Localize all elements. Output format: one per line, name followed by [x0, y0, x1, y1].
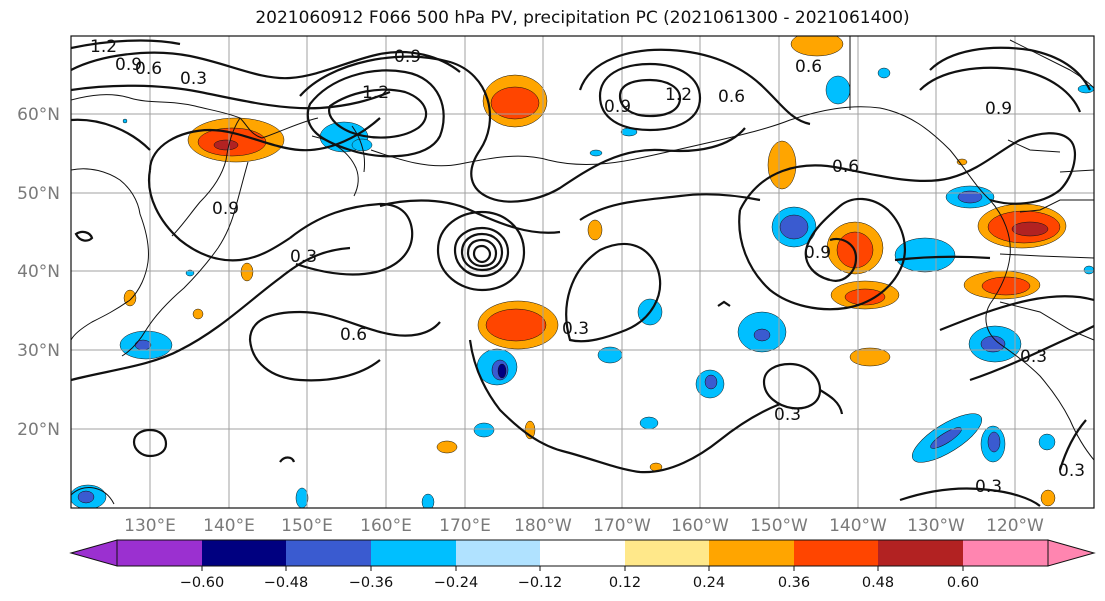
colorbar-frame	[116, 539, 1049, 567]
contour-label: 0.9	[115, 55, 142, 75]
contour-labels: 1.2 0.9 0.6 0.3 1.2 0.9 1.2 0.9 0.6 0.6 …	[90, 37, 1085, 497]
colorbar-label: −0.60	[180, 575, 224, 591]
colorbar-label: −0.12	[518, 575, 562, 591]
contour-label: 0.9	[394, 47, 421, 67]
colorbar-bin	[540, 540, 626, 566]
lon-label: 150°E	[281, 516, 333, 536]
colorbar-extend-right	[1047, 539, 1096, 567]
lon-label: 120°W	[986, 516, 1044, 536]
colorbar-label: 0.48	[862, 575, 894, 591]
contour-label: 0.3	[290, 247, 317, 267]
latitude-labels: 60°N 50°N 40°N 30°N 20°N	[17, 105, 60, 440]
contour-label: 0.6	[795, 57, 822, 77]
colorbar-bin	[202, 540, 287, 566]
contour-label: 0.3	[180, 69, 207, 89]
colorbar-bin	[963, 540, 1049, 566]
map-panel: 1.2 0.9 0.6 0.3 1.2 0.9 1.2 0.9 0.6 0.6 …	[70, 35, 1095, 509]
contour-label: 0.3	[1058, 461, 1085, 481]
colorbar-bin	[709, 540, 795, 566]
contour-label: 0.6	[718, 87, 745, 107]
map-frame	[70, 35, 1095, 509]
contour-label: 0.9	[804, 243, 831, 263]
lat-label: 50°N	[17, 184, 60, 204]
lon-label: 150°W	[750, 516, 808, 536]
lon-label: 180°W	[514, 516, 572, 536]
lon-label: 160°W	[671, 516, 729, 536]
contour-label: 0.6	[135, 59, 162, 79]
lat-label: 20°N	[17, 420, 60, 440]
colorbar-label: 0.24	[693, 575, 725, 591]
lat-label: 30°N	[17, 341, 60, 361]
colorbar-label: −0.48	[264, 575, 308, 591]
lon-label: 160°E	[360, 516, 412, 536]
lon-label: 130°E	[124, 516, 176, 536]
contour-label: 1.2	[90, 37, 117, 57]
contour-label: 0.3	[1020, 347, 1047, 367]
colorbar: −0.60 −0.48 −0.36 −0.24 −0.12 0.12 0.24 …	[69, 539, 1096, 591]
coastlines	[71, 36, 1094, 505]
map-title: 2021060912 F066 500 hPa PV, precipitatio…	[255, 8, 910, 28]
lon-label: 170°W	[593, 516, 651, 536]
contour-label: 0.9	[604, 97, 631, 117]
lon-label: 130°W	[907, 516, 965, 536]
longitude-labels: 130°E 140°E 150°E 160°E 170°E 180°W 170°…	[124, 516, 1044, 536]
contour-label: 0.3	[562, 319, 589, 339]
colorbar-bin	[286, 540, 372, 566]
pv-contours	[71, 39, 1094, 507]
colorbar-label: 0.36	[778, 575, 810, 591]
colorbar-label: 0.60	[947, 575, 979, 591]
contour-label: 1.2	[665, 85, 692, 105]
lon-label: 170°E	[439, 516, 491, 536]
lat-label: 60°N	[17, 105, 60, 125]
colorbar-bin	[117, 540, 203, 566]
graticule	[71, 36, 1094, 508]
contour-label: 0.6	[340, 325, 367, 345]
colorbar-bin	[878, 540, 964, 566]
lat-label: 40°N	[17, 262, 60, 282]
contour-label: 0.3	[975, 477, 1002, 497]
colorbar-extend-left	[69, 539, 118, 567]
contour-label: 0.9	[212, 199, 239, 219]
colorbar-bin	[371, 540, 457, 566]
contour-label: 0.9	[985, 99, 1012, 119]
colorbar-bin	[794, 540, 879, 566]
lon-label: 140°E	[203, 516, 255, 536]
colorbar-bin	[456, 540, 541, 566]
colorbar-label: −0.24	[434, 575, 478, 591]
lon-label: 140°W	[829, 516, 887, 536]
colorbar-label: −0.36	[349, 575, 393, 591]
contour-label: 0.3	[774, 405, 801, 425]
contour-label: 1.2	[362, 83, 389, 103]
contour-label: 0.6	[832, 157, 859, 177]
colorbar-label: 0.12	[609, 575, 641, 591]
colorbar-bin	[625, 540, 710, 566]
